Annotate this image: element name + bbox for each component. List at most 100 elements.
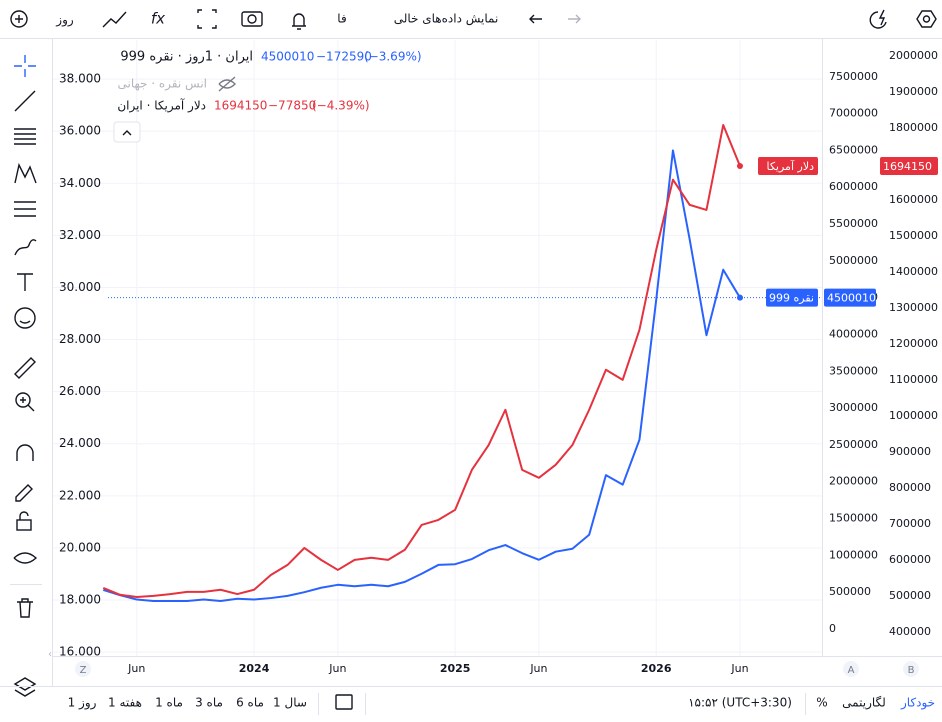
indicators-button[interactable]: fx — [151, 10, 165, 28]
y2-tick-label: 7000000 — [829, 107, 878, 120]
lock-draw-tool[interactable] — [15, 484, 33, 502]
y-tick-label: 38.000 — [59, 72, 101, 86]
y-tick-label: 30.000 — [59, 280, 101, 294]
panel-toggle[interactable]: ‹ — [48, 649, 52, 660]
brush-tool[interactable] — [14, 239, 37, 256]
range-button[interactable]: 1 هفته — [108, 696, 142, 710]
y3-tick-label: 400000 — [889, 625, 931, 638]
last-point — [736, 294, 743, 301]
fullscreen-button[interactable] — [197, 9, 217, 29]
price-tag — [824, 288, 876, 307]
icon-tool[interactable] — [14, 307, 36, 329]
y2-tick-label: 5000000 — [829, 254, 878, 267]
y2-tick-label: 3500000 — [829, 364, 878, 377]
visibility-tool[interactable] — [13, 552, 38, 564]
x-tick-label: 2026 — [641, 662, 672, 675]
range-button[interactable]: 1 روز — [68, 696, 97, 711]
y3-tick-label: 1200000 — [889, 337, 938, 350]
bottom-toolbar: ۱۵:۵۲ (UTC+3:30) % لگاریتمی خودکار 1 روز… — [68, 693, 935, 715]
zoom-tool[interactable] — [15, 392, 31, 408]
date-range-button[interactable] — [335, 694, 353, 710]
axis-button[interactable] — [903, 661, 919, 677]
collapse-legend-button[interactable] — [113, 121, 141, 143]
chart-type-button[interactable] — [102, 11, 127, 28]
x-tick-label: 2024 — [239, 662, 270, 675]
settings-center — [922, 15, 931, 23]
lock-tool[interactable] — [16, 519, 32, 531]
x-tick-label: Jun — [730, 662, 748, 675]
legend-title: ایران · 1روز · نقره 999 — [120, 50, 253, 65]
series-name-tag — [766, 288, 818, 307]
object-tree-button[interactable] — [13, 677, 37, 697]
y3-tick-label: 1400000 — [889, 265, 938, 278]
y-tick-label: 22.000 — [59, 488, 101, 502]
smile — [19, 320, 31, 324]
y3-tick-label: 1000000 — [889, 409, 938, 422]
y2-tick-label: 2500000 — [829, 438, 878, 451]
projection-tool[interactable] — [14, 201, 36, 217]
plot — [53, 40, 822, 656]
collapse-icon — [122, 130, 132, 136]
axis-button[interactable] — [75, 661, 91, 677]
percent-button[interactable]: % — [816, 696, 827, 710]
x-tick-label: 2025 — [440, 662, 471, 675]
undo-button[interactable] — [529, 14, 542, 24]
show-series-button[interactable] — [218, 76, 236, 92]
y-tick-label: 36.000 — [59, 124, 101, 138]
log-button[interactable]: لگاریتمی — [842, 696, 886, 711]
y3-tick-label: 1300000 — [889, 301, 938, 314]
range-button[interactable]: 6 ماه — [236, 696, 264, 710]
auto-button[interactable]: خودکار — [900, 696, 935, 711]
x-tick-label: Jun — [127, 662, 145, 675]
legend-change-pct: (−4.39%) — [312, 99, 370, 113]
series-line — [102, 123, 741, 598]
timezone[interactable]: ۱۵:۵۲ (UTC+3:30) — [688, 696, 792, 710]
y2-tick-label: 500000 — [829, 585, 871, 598]
add-symbol-button[interactable] — [10, 10, 28, 28]
y2-tick-label: 2000000 — [829, 475, 878, 488]
y2-tick-label: 7500000 — [829, 70, 878, 83]
screenshot-button[interactable] — [241, 11, 263, 27]
measure-tool[interactable] — [14, 357, 36, 379]
add-icon — [15, 15, 23, 23]
y3-tick-label: 1600000 — [889, 193, 938, 206]
last-point — [736, 162, 743, 169]
language-button[interactable]: فا — [337, 12, 346, 26]
y3-tick-label: 1100000 — [889, 373, 938, 386]
replay-button[interactable] — [869, 9, 887, 29]
legend-change: −77850 — [268, 99, 316, 113]
cursor-tool[interactable] — [14, 55, 36, 77]
settings-button[interactable] — [916, 10, 937, 28]
legend-value: 4500010 — [261, 50, 314, 64]
empty-data-button[interactable]: نمایش داده‌های خالی — [394, 12, 499, 27]
axis-button[interactable] — [843, 661, 859, 677]
series-name-tag-label: نقره 999 — [769, 292, 814, 305]
camera-lens — [247, 14, 257, 24]
range-button[interactable]: 1 ماه — [155, 696, 183, 710]
y-tick-label: 18.000 — [59, 593, 101, 607]
interval-button[interactable]: روز — [55, 13, 74, 28]
y-tick-label: 28.000 — [59, 332, 101, 346]
axis-button-label: A — [848, 665, 855, 676]
legend-change-pct: (−3.69%) — [364, 50, 422, 64]
y2-tick-label: 6500000 — [829, 143, 878, 156]
y-tick-label: 16.000 — [59, 645, 101, 659]
magnet-tool[interactable] — [16, 444, 34, 461]
range-button[interactable]: 1 سال — [273, 696, 307, 710]
text-tool[interactable] — [17, 273, 33, 291]
y2-tick-label: 4000000 — [829, 327, 878, 340]
redo-button[interactable] — [568, 14, 581, 24]
range-button[interactable]: 3 ماه — [195, 696, 223, 710]
fib-tool[interactable] — [14, 128, 36, 145]
alert-button[interactable] — [292, 13, 306, 30]
y3-tick-label: 700000 — [889, 517, 931, 530]
y3-tick-label: 2000000 — [889, 49, 938, 62]
pattern-tool[interactable] — [14, 162, 37, 184]
y-tick-label: 24.000 — [59, 436, 101, 450]
trendline-tool[interactable] — [14, 90, 36, 112]
y2-tick-label: 3000000 — [829, 401, 878, 414]
series-name-tag — [758, 156, 818, 175]
left-toolbar — [10, 55, 42, 697]
delete-tool[interactable] — [17, 598, 33, 618]
y3-tick-label: 1500000 — [889, 229, 938, 242]
